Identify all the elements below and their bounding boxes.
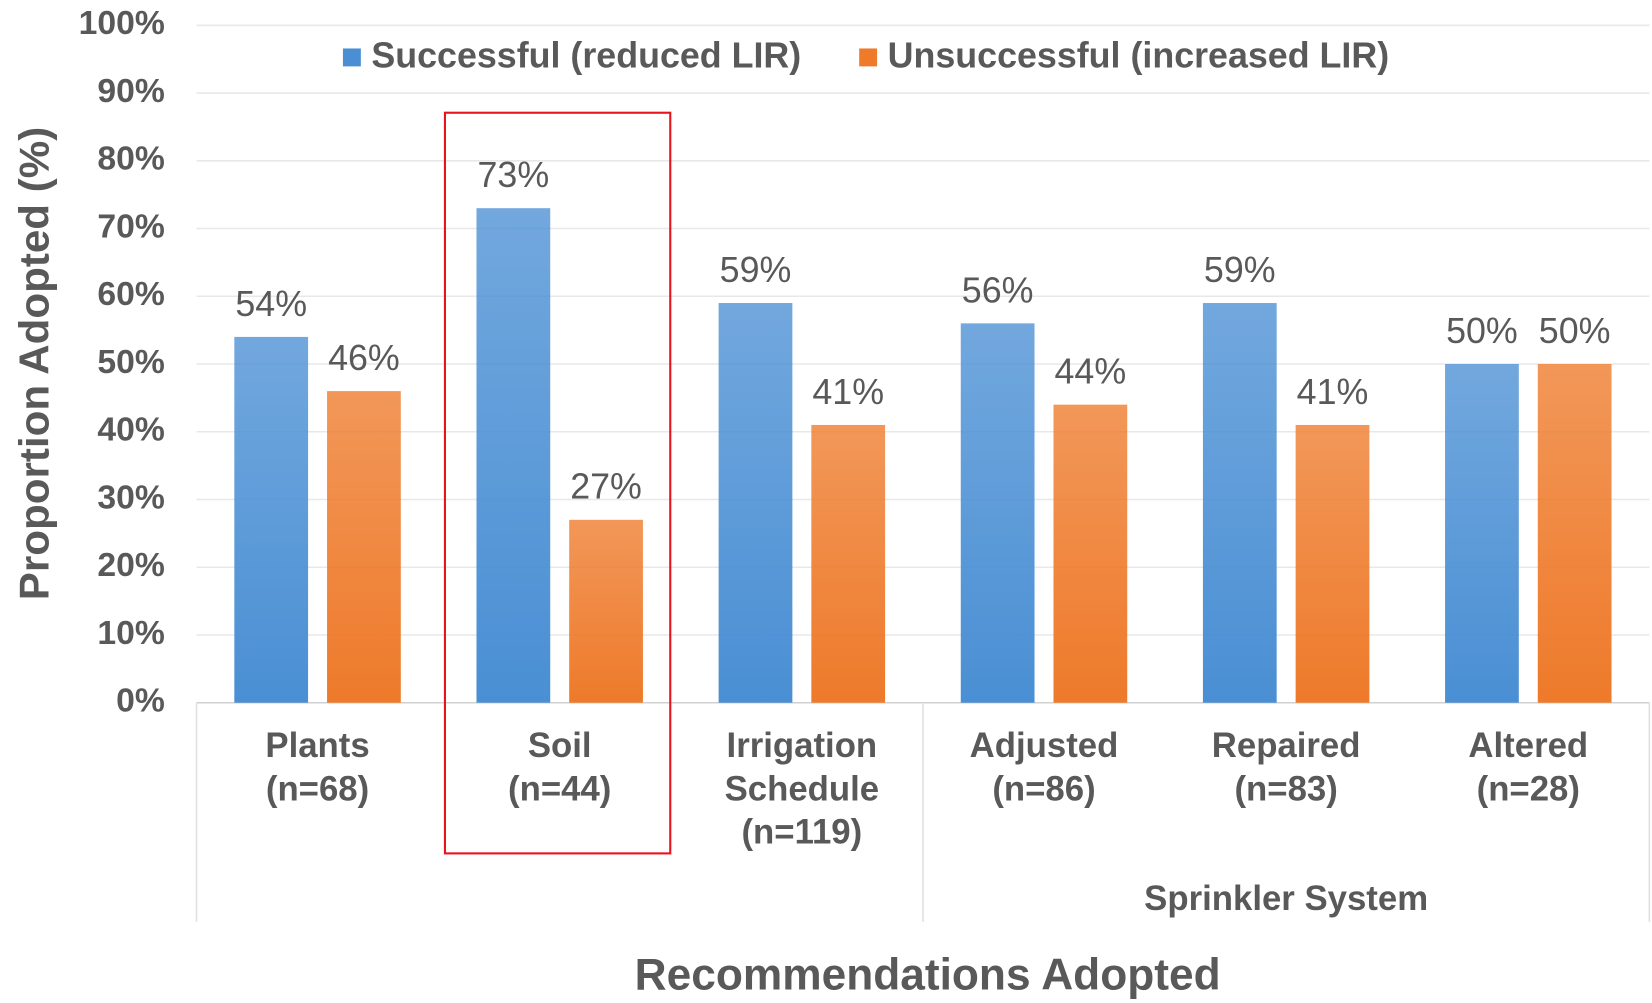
bar — [1202, 303, 1277, 703]
y-tick-label: 20% — [97, 546, 164, 584]
y-tick-label: 50% — [97, 343, 164, 381]
legend-swatch — [342, 48, 361, 67]
y-tick-label: 100% — [79, 4, 165, 42]
x-tick-label: Adjusted — [970, 727, 1119, 765]
x-tick-label: Plants — [265, 727, 369, 765]
y-tick-label: 30% — [97, 478, 164, 516]
data-label: 41% — [1297, 372, 1369, 412]
bar — [234, 336, 309, 703]
x-tick-label: (n=44) — [508, 770, 611, 808]
x-tick-label: Irrigation — [727, 727, 878, 765]
data-label: 44% — [1055, 352, 1127, 392]
data-label: 54% — [235, 284, 307, 324]
legend-label: Successful (reduced LIR) — [371, 35, 801, 75]
y-tick-label: 90% — [97, 72, 164, 110]
data-label: 56% — [962, 270, 1034, 310]
y-tick-label: 60% — [97, 275, 164, 313]
bar — [1445, 364, 1519, 703]
highlight-box — [443, 111, 672, 855]
bar — [476, 208, 551, 703]
bar — [718, 303, 793, 703]
data-label: 73% — [478, 155, 550, 195]
bar — [1295, 424, 1370, 703]
bar — [569, 519, 643, 703]
legend-label: Unsuccessful (increased LIR) — [888, 35, 1390, 75]
x-tick-label: (n=119) — [741, 814, 862, 852]
y-tick-label: 40% — [97, 411, 164, 449]
y-tick-label: 10% — [97, 614, 164, 652]
y-axis-title: Proportion Adopted (%) — [11, 127, 58, 600]
x-tick-label: Altered — [1468, 727, 1588, 765]
legend-swatch — [859, 48, 878, 67]
bar — [1537, 364, 1612, 703]
x-tick-label: (n=68) — [266, 770, 369, 808]
data-label: 50% — [1446, 311, 1518, 351]
bar — [960, 323, 1035, 703]
bar — [811, 424, 886, 703]
category-group-label: Sprinkler System — [1144, 880, 1428, 918]
x-tick-label: (n=86) — [992, 770, 1095, 808]
x-tick-label: Repaired — [1212, 727, 1361, 765]
data-label: 59% — [720, 250, 792, 290]
bar — [1053, 404, 1128, 703]
data-label: 59% — [1204, 250, 1276, 290]
y-tick-label: 0% — [116, 682, 165, 720]
bar — [327, 391, 401, 703]
x-axis-title: Recommendations Adopted — [635, 950, 1221, 999]
data-label: 46% — [328, 338, 400, 378]
x-tick-label: (n=83) — [1234, 770, 1337, 808]
data-label: 50% — [1539, 311, 1611, 351]
x-tick-label: (n=28) — [1477, 770, 1580, 808]
y-tick-label: 80% — [97, 140, 164, 178]
data-label: 27% — [570, 467, 642, 507]
x-tick-label: Schedule — [725, 770, 879, 808]
x-tick-label: Soil — [528, 727, 592, 765]
y-tick-label: 70% — [97, 207, 164, 245]
data-label: 41% — [812, 372, 884, 412]
